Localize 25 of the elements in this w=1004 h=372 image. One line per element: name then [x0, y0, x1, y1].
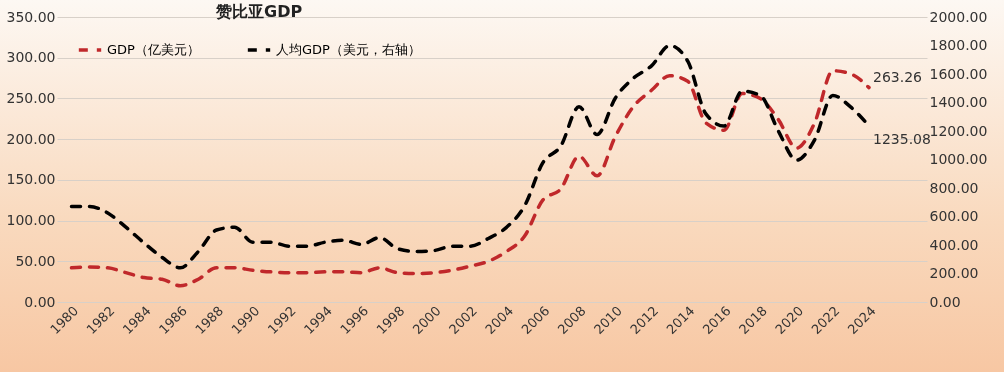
y2-tick-label: 1600.00: [929, 65, 988, 82]
y2-tick-label: 1800.00: [929, 37, 988, 53]
y2-tick-label: 600.00: [929, 208, 979, 224]
annotation: 1235.08: [873, 131, 931, 147]
y2-tick-label: 1200.00: [929, 122, 988, 139]
y-tick-label: 150.00: [6, 171, 56, 188]
y-tick-label: 50.00: [15, 252, 56, 269]
chart-title: 赞比亚GDP: [215, 2, 303, 21]
y2-tick-label: 1400.00: [929, 94, 988, 110]
legend-label: GDP（亿美元）: [107, 42, 200, 57]
y-tick-label: 300.00: [6, 49, 56, 66]
y-tick-label: 250.00: [6, 89, 56, 106]
y2-tick-label: 200.00: [929, 265, 979, 281]
y2-tick-label: 2000.00: [929, 8, 988, 25]
legend-label: 人均GDP（美元，右轴）: [276, 42, 421, 57]
annotation: 263.26: [873, 68, 923, 85]
y2-tick-label: 0.00: [929, 293, 961, 310]
y-tick-label: 350.00: [6, 8, 56, 25]
y-tick-label: 200.00: [6, 130, 56, 147]
y2-tick-label: 800.00: [929, 179, 979, 196]
y-tick-label: 100.00: [6, 212, 56, 229]
y2-tick-label: 400.00: [929, 236, 979, 253]
y-tick-label: 0.00: [24, 293, 56, 310]
y2-tick-label: 1000.00: [929, 151, 988, 167]
line-series: [69, 68, 871, 288]
